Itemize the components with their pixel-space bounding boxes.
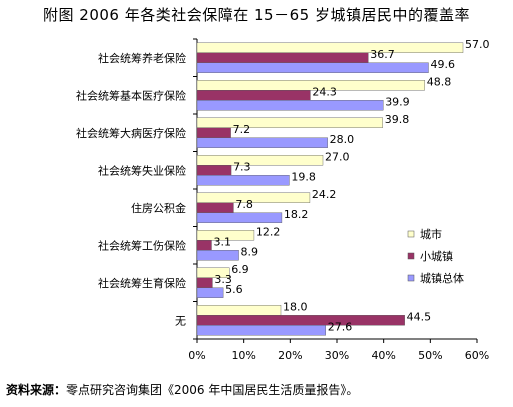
category-label: 社会统筹失业保险 [98, 163, 186, 177]
bar [196, 315, 405, 326]
x-tick-label: 20% [278, 349, 302, 362]
bar [196, 277, 213, 288]
data-label: 48.8 [427, 75, 452, 88]
bar [196, 165, 232, 176]
bar [196, 240, 212, 251]
data-label: 3.1 [213, 235, 231, 248]
x-tick-label: 60% [465, 349, 489, 362]
data-label: 28.0 [330, 133, 355, 146]
data-label: 18.0 [283, 300, 308, 313]
bar [196, 325, 327, 336]
legend-label: 城镇总体 [420, 271, 464, 285]
bar [196, 42, 464, 53]
data-label: 39.8 [385, 113, 410, 126]
data-label: 36.7 [370, 48, 395, 61]
bar [196, 305, 282, 316]
source-text: 零点研究咨询集团《2006 年中国居民生活质量报告》。 [66, 383, 359, 397]
data-label: 6.9 [231, 263, 249, 276]
chart-title: 附图 2006 年各类社会保障在 15－65 岁城镇居民中的覆盖率 [43, 6, 470, 24]
legend-label: 小城镇 [420, 249, 453, 263]
bar [196, 127, 231, 138]
category-label: 社会统筹工伤保险 [98, 238, 186, 252]
bar [196, 137, 328, 148]
data-label: 24.3 [312, 85, 337, 98]
data-label: 8.9 [241, 245, 258, 258]
bar [196, 287, 224, 298]
category-label: 社会统筹生育保险 [98, 276, 186, 290]
category-label: 社会统筹基本医疗保险 [76, 88, 186, 102]
data-label: 7.3 [233, 160, 251, 173]
data-label: 27.6 [328, 320, 353, 333]
source-note: 资料来源：零点研究咨询集团《2006 年中国居民生活质量报告》。 [6, 381, 358, 398]
legend-swatch [407, 230, 415, 238]
bar [196, 250, 239, 261]
x-tick-label: 0% [188, 349, 205, 362]
data-label: 39.9 [385, 95, 410, 108]
data-label: 18.2 [284, 208, 309, 221]
bar [196, 267, 230, 278]
bar [196, 80, 425, 91]
data-label: 24.2 [312, 188, 337, 201]
bar [196, 212, 283, 223]
x-tick-label: 10% [231, 349, 255, 362]
data-label: 7.8 [235, 198, 253, 211]
category-label: 社会统筹大病医疗保险 [76, 126, 186, 140]
data-label: 3.3 [214, 273, 232, 286]
data-label: 44.5 [407, 310, 432, 323]
data-label: 49.6 [430, 58, 455, 71]
legend-label: 城市 [420, 227, 442, 241]
bar [196, 155, 324, 166]
x-tick-label: 40% [371, 349, 395, 362]
bar [196, 52, 369, 63]
bar [196, 202, 234, 213]
data-label: 7.2 [233, 123, 251, 136]
bar [196, 62, 429, 73]
bar-chart: 0% 10% 20% 30% 40% 50% 60% 社会统筹养老保险 57.0 36.7 49.6… [76, 38, 490, 362]
category-label: 无 [175, 314, 186, 327]
category-label: 住房公积金 [131, 201, 186, 215]
source-label: 资料来源： [6, 383, 67, 397]
bar [196, 100, 384, 111]
x-tick-label: 50% [418, 349, 442, 362]
bar [196, 175, 290, 186]
bar [196, 90, 311, 101]
data-label: 27.0 [325, 150, 350, 163]
bar [196, 117, 383, 128]
category-label: 社会统筹养老保险 [98, 51, 186, 65]
data-label: 12.2 [256, 225, 281, 238]
x-tick-label: 30% [325, 349, 349, 362]
data-label: 19.8 [291, 170, 316, 183]
legend-swatch [407, 274, 415, 282]
data-label: 57.0 [465, 38, 490, 51]
bar [196, 230, 255, 241]
data-label: 5.6 [225, 283, 243, 296]
legend-swatch [407, 252, 415, 260]
bar [196, 192, 311, 203]
